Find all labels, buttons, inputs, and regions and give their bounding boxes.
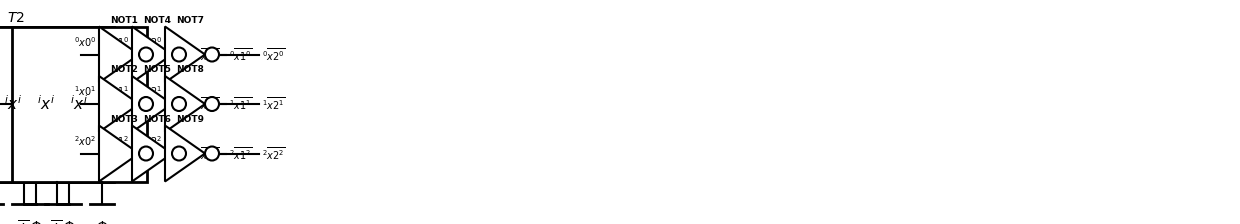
Text: ${}^ix^i$: ${}^ix^i$	[37, 95, 56, 113]
Text: $\overline{\Phi}$: $\overline{\Phi}$	[50, 220, 63, 224]
Circle shape	[139, 146, 153, 161]
Text: ${}^2x0^2$: ${}^2x0^2$	[74, 134, 97, 147]
Text: ${}^2\overline{x1^2}$: ${}^2\overline{x1^2}$	[229, 145, 253, 162]
Polygon shape	[165, 125, 205, 181]
Polygon shape	[0, 26, 81, 181]
Circle shape	[205, 47, 219, 62]
Polygon shape	[0, 26, 114, 181]
Text: ${}^1\overline{x1^1}$: ${}^1\overline{x1^1}$	[229, 96, 253, 112]
Text: ${}^0x1^0$: ${}^0x1^0$	[107, 35, 129, 49]
Text: ${}^2x2^2$: ${}^2x2^2$	[140, 134, 162, 147]
Text: NOT9: NOT9	[176, 114, 205, 123]
Text: ${}^0\overline{x1^0}$: ${}^0\overline{x1^0}$	[229, 46, 253, 63]
Text: $T2$: $T2$	[7, 11, 25, 24]
Polygon shape	[165, 26, 205, 82]
Polygon shape	[12, 26, 148, 181]
Circle shape	[172, 146, 186, 161]
Text: $\Phi$: $\Phi$	[97, 220, 109, 224]
Text: NOT4: NOT4	[143, 15, 171, 24]
Text: NOT5: NOT5	[143, 65, 171, 74]
Circle shape	[205, 97, 219, 111]
Text: ${}^0\overline{x2^0}$: ${}^0\overline{x2^0}$	[262, 46, 285, 63]
Text: ${}^1\overline{x0^1}$: ${}^1\overline{x0^1}$	[196, 96, 219, 112]
Polygon shape	[131, 76, 172, 132]
Circle shape	[139, 47, 153, 62]
Polygon shape	[99, 125, 139, 181]
Polygon shape	[131, 26, 172, 82]
Polygon shape	[131, 125, 172, 181]
Text: NOT8: NOT8	[176, 65, 203, 74]
Circle shape	[172, 47, 186, 62]
Text: ${}^0x2^0$: ${}^0x2^0$	[140, 35, 162, 49]
Text: NOT6: NOT6	[143, 114, 171, 123]
Text: NOT2: NOT2	[110, 65, 138, 74]
Text: ${}^1x2^1$: ${}^1x2^1$	[140, 84, 162, 98]
Text: ${}^1x1^1$: ${}^1x1^1$	[107, 84, 129, 98]
Text: NOT7: NOT7	[176, 15, 205, 24]
Polygon shape	[165, 76, 205, 132]
Text: ${}^2\overline{x0^2}$: ${}^2\overline{x0^2}$	[196, 145, 219, 162]
Text: $\Phi$: $\Phi$	[31, 220, 42, 224]
Text: $\Phi$: $\Phi$	[63, 220, 76, 224]
Text: ${}^0x0^0$: ${}^0x0^0$	[73, 35, 97, 49]
Circle shape	[205, 146, 219, 161]
Polygon shape	[99, 76, 139, 132]
Circle shape	[172, 97, 186, 111]
Text: ${}^ix^i$: ${}^ix^i$	[5, 95, 22, 113]
Polygon shape	[99, 26, 139, 82]
Text: ${}^2x1^2$: ${}^2x1^2$	[107, 134, 129, 147]
Text: ${}^2\overline{x2^2}$: ${}^2\overline{x2^2}$	[262, 145, 285, 162]
Circle shape	[139, 97, 153, 111]
Text: NOT3: NOT3	[110, 114, 138, 123]
Text: NOT1: NOT1	[110, 15, 138, 24]
Text: ${}^ix^i$: ${}^ix^i$	[71, 95, 88, 113]
Text: ${}^0\overline{x0^0}$: ${}^0\overline{x0^0}$	[196, 46, 219, 63]
Text: ${}^1\overline{x2^1}$: ${}^1\overline{x2^1}$	[262, 96, 285, 112]
Text: ${}^1x0^1$: ${}^1x0^1$	[74, 84, 97, 98]
Text: $\overline{\Phi}$: $\overline{\Phi}$	[17, 220, 30, 224]
